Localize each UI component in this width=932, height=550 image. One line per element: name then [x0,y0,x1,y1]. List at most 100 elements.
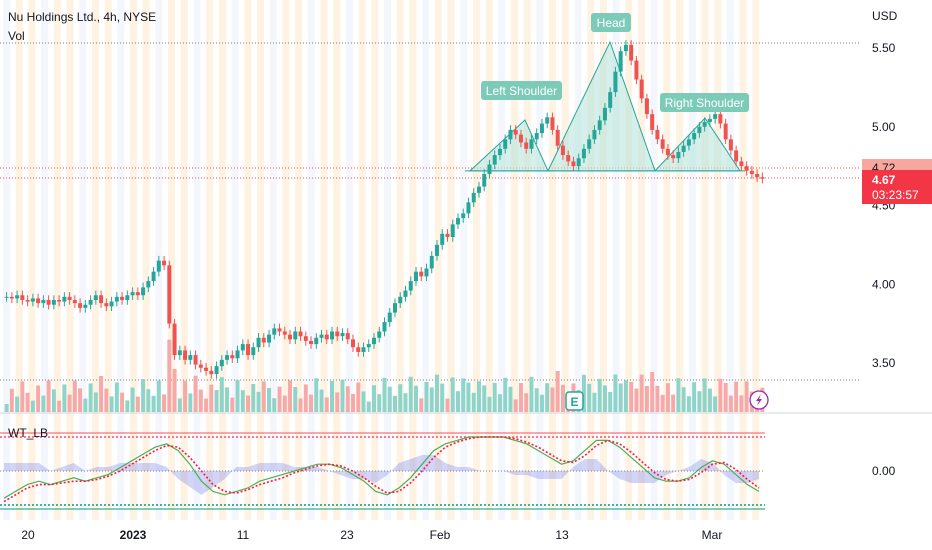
candle-body [162,260,167,266]
volume-bar [183,380,188,412]
candle-body [518,134,523,143]
candle-body [665,148,670,156]
candle-body [330,331,335,340]
volume-bar [251,384,256,412]
candle-body [193,355,198,365]
volume-bar [62,384,67,412]
candle-body [440,233,445,245]
candle-body [728,139,733,151]
volume-bar [4,404,9,412]
volume-bar [88,383,93,412]
candle-body [125,295,130,300]
session-band [726,0,734,520]
volume-bar [372,385,377,412]
volume-bar [214,390,219,412]
volume-bar [686,396,691,412]
session-band [511,0,518,520]
time-axis-label: 11 [237,528,250,542]
session-band [612,0,620,520]
volume-bar [618,383,623,412]
volume-bar [429,387,434,412]
candle-body [104,303,109,307]
wt2-line [3,436,760,503]
volume-bar [629,382,634,412]
head-label: Head [597,16,626,30]
session-band [536,0,544,520]
candle-body [508,129,513,140]
last-price-tag: 4.67 [872,173,896,187]
session-band [79,0,87,520]
volume-bar [461,378,466,412]
lightning-glyph [756,394,762,406]
volume-bar [256,391,261,412]
candle-body [324,334,329,340]
volume-bar [434,374,439,412]
session-band [625,0,633,520]
candle-body [309,340,314,345]
candle-body [57,300,62,302]
indicator-axis-tick: 0.00 [872,464,896,478]
candle-body [41,300,46,304]
candle-body [550,117,555,130]
candle-body [676,151,681,159]
candle-body [702,122,707,127]
volume-bar [534,388,539,412]
volume-bar [9,388,14,412]
earnings-icon [565,391,584,411]
price-axis-currency: USD [872,9,898,23]
volume-bar [240,390,245,412]
candle-body [629,44,634,61]
volume-bar [235,380,240,412]
volume-bar [193,375,198,412]
volume-bar [277,386,282,412]
session-band [231,0,239,520]
volume-bar [697,391,702,412]
candle-body [382,322,387,332]
volume-bar [340,379,345,412]
volume-bar [361,391,366,412]
volume-bar [225,387,230,412]
volume-bar [676,378,681,412]
volume-bar [440,383,445,412]
volume-bar [272,398,277,412]
volume-bar [230,397,235,412]
symbol-title[interactable]: Nu Holdings Ltd., 4h, NYSE [8,10,157,24]
candle-body [534,133,539,140]
candle-body [455,218,460,225]
candle-body [198,364,203,368]
volume-bar [141,379,146,412]
candle-body [240,344,245,351]
candle-body [9,296,14,299]
volume-bar [608,392,613,412]
volume-bar [109,396,114,412]
indicator-label[interactable]: WT_LB [8,426,49,440]
price-axis-tick: 5.50 [872,41,896,55]
left-shoulder-label-bg [481,81,562,100]
candle-body [230,355,235,359]
candle-body [146,281,151,288]
candle-body [608,92,613,108]
candle-body [634,60,639,80]
volume-bar [665,383,670,412]
candle-body [109,301,114,307]
candle-body [744,166,749,171]
volume-bar [587,383,592,412]
volume-bar [151,395,156,412]
candle-body [398,296,403,304]
volume-bar [539,394,544,412]
volume-label[interactable]: Vol [8,29,25,43]
volume-bar [476,381,481,412]
left-shoulder-label: Left Shoulder [486,84,557,98]
candle-body [282,331,287,335]
session-band [384,0,391,520]
candle-body [51,300,56,305]
volume-bar [503,377,508,412]
candle-body [434,244,439,256]
volume-bar [739,395,744,412]
candle-body [377,331,382,338]
volume-bar [57,400,62,412]
volume-bar [602,385,607,412]
volume-bar [324,397,329,412]
session-band [333,0,341,520]
